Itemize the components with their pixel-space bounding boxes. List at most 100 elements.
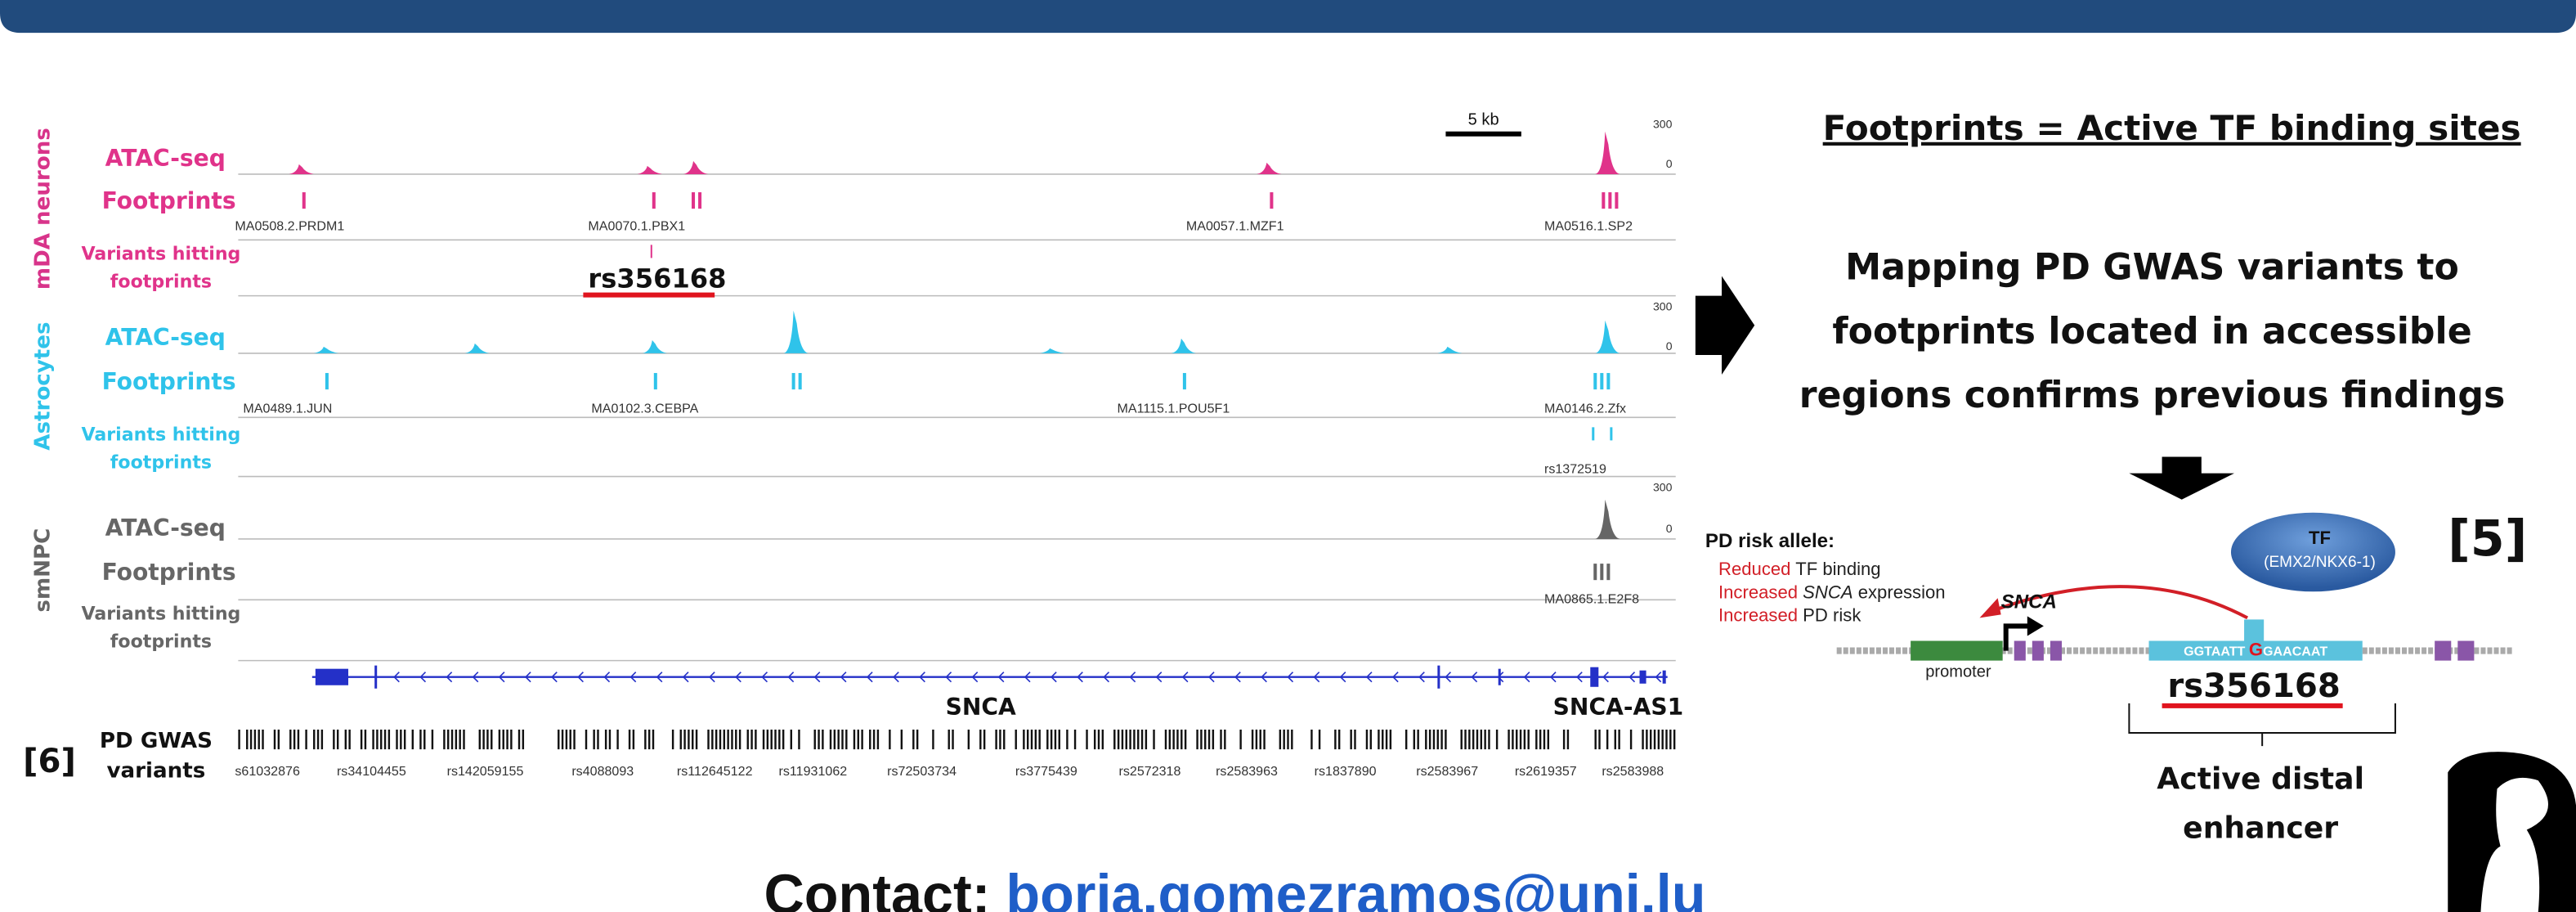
- gwas-tick: [348, 730, 350, 749]
- gwas-tick: [1169, 730, 1171, 749]
- track-label: ATAC-seq: [105, 145, 226, 172]
- gwas-tick: [834, 730, 836, 749]
- gwas-tick: [451, 730, 453, 749]
- gwas-tick: [680, 730, 682, 749]
- track-label: Footprints: [102, 187, 236, 214]
- gwas-tick: [558, 730, 559, 749]
- footprint: [1615, 192, 1618, 209]
- gwas-tick: [782, 730, 784, 749]
- exon: [2457, 641, 2474, 661]
- scale-max: 300: [1653, 481, 1673, 494]
- gwas-tick: [372, 730, 374, 749]
- sample-label: mDA neurons: [30, 128, 55, 290]
- gwas-tick: [1484, 730, 1485, 749]
- gene-label: SNCA: [946, 694, 1016, 721]
- gwas-tick: [767, 730, 768, 749]
- sequence-part: GAACAAT: [2263, 645, 2327, 659]
- gwas-tick: [1350, 730, 1351, 749]
- underline: [583, 293, 715, 298]
- tf-label: TF: [2309, 528, 2331, 548]
- risk-title: PD risk allele:: [1705, 530, 1835, 552]
- gwas-rsid: rs1837890: [1315, 764, 1377, 779]
- gwas-tick: [293, 730, 295, 749]
- gwas-tick: [423, 730, 425, 749]
- gwas-tick: [499, 730, 500, 749]
- atac-peak: [289, 164, 314, 174]
- gwas-tick: [1520, 730, 1521, 749]
- contact-email[interactable]: borja.gomezramos@uni.lu: [1006, 864, 1705, 912]
- footprint: [1593, 373, 1597, 389]
- sequence-part: G: [2249, 640, 2263, 660]
- gwas-tick: [845, 730, 847, 749]
- risk-text: SNCA: [1803, 582, 1852, 602]
- gwas-tick: [763, 730, 764, 749]
- gwas-tick: [506, 730, 508, 749]
- gwas-tick: [1338, 730, 1340, 749]
- footprint: [799, 373, 802, 389]
- exon: [2032, 641, 2044, 661]
- footprint: [325, 373, 329, 389]
- gwas-tick: [1488, 730, 1490, 749]
- tf-site: [2244, 619, 2264, 640]
- gwas-tick: [333, 730, 334, 749]
- footprint: [1602, 192, 1605, 209]
- gwas-tick: [1567, 730, 1569, 749]
- risk-effect: Increased SNCA expression: [1718, 582, 1946, 602]
- risk-effect: Increased PD risk: [1718, 604, 1861, 625]
- gwas-tick: [735, 730, 737, 749]
- risk-word: Reduced: [1718, 559, 1790, 579]
- scale-bar: [1445, 132, 1521, 137]
- gwas-tick: [889, 730, 890, 749]
- gwas-tick: [841, 730, 843, 749]
- gwas-tick: [1185, 730, 1186, 749]
- gwas-tick: [1563, 730, 1565, 749]
- gwas-tick: [672, 730, 674, 749]
- atac-peak: [784, 311, 809, 353]
- gwas-tick: [1129, 730, 1131, 749]
- gwas-rsid: rs2583963: [1216, 764, 1278, 779]
- gwas-rsid: rs112645122: [677, 764, 753, 779]
- statement: regions confirms previous findings: [1799, 375, 2506, 416]
- bracket: [2129, 703, 2395, 746]
- gwas-tick: [1113, 730, 1115, 749]
- gwas-tick: [1615, 730, 1616, 749]
- scale-min: 0: [1666, 157, 1673, 170]
- gwas-rsid: rs34104455: [337, 764, 406, 779]
- atac-peak: [1040, 348, 1064, 353]
- arrowhead: [2027, 616, 2044, 636]
- gwas-tick: [727, 730, 728, 749]
- gwas-tick: [1200, 730, 1202, 749]
- motif-label: MA0865.1.E2F8: [1544, 591, 1639, 606]
- tf-label: (EMX2/NKX6-1): [2264, 554, 2376, 571]
- gwas-tick: [1354, 730, 1355, 749]
- gwas-tick: [510, 730, 512, 749]
- gwas-tick: [724, 730, 725, 749]
- gwas-tick: [400, 730, 401, 749]
- track-label: Footprints: [102, 559, 236, 586]
- gwas-tick: [609, 730, 611, 749]
- gwas-tick: [1141, 730, 1143, 749]
- gwas-tick: [818, 730, 819, 749]
- heading: Footprints = Active TF binding sites: [1823, 108, 2521, 148]
- gwas-tick: [995, 730, 997, 749]
- gwas-tick: [770, 730, 772, 749]
- gwas-tick: [1429, 730, 1431, 749]
- gwas-tick: [755, 730, 756, 749]
- scale-min: 0: [1666, 522, 1673, 535]
- gwas-rsid: rs2619357: [1515, 764, 1577, 779]
- gwas-tick: [388, 730, 390, 749]
- motif-label: MA0102.3.CEBPA: [591, 401, 698, 416]
- gwas-tick: [1319, 730, 1320, 749]
- gwas-tick: [1512, 730, 1513, 749]
- gwas-tick: [1527, 730, 1529, 749]
- gwas-tick: [798, 730, 800, 749]
- gwas-tick: [361, 730, 362, 749]
- gwas-tick: [1055, 730, 1056, 749]
- atac-peak: [1172, 339, 1196, 353]
- gwas-tick: [1094, 730, 1095, 749]
- gwas-tick: [1481, 730, 1482, 749]
- gwas-rsid: rs142059155: [447, 764, 524, 779]
- gwas-tick: [1658, 730, 1660, 749]
- gwas-tick: [858, 730, 859, 749]
- gwas-tick: [365, 730, 366, 749]
